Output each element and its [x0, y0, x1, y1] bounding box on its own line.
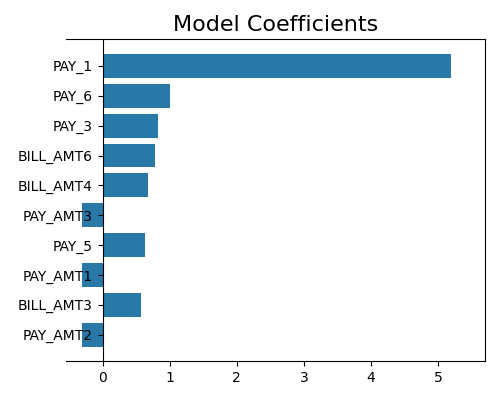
Bar	[82, 323, 102, 347]
Bar	[102, 293, 142, 317]
Bar	[102, 174, 148, 197]
Bar	[82, 203, 102, 227]
Bar	[102, 114, 158, 138]
Bar	[102, 144, 155, 168]
Bar	[102, 54, 452, 78]
Bar	[82, 263, 102, 287]
Bar	[102, 233, 145, 257]
Bar	[102, 84, 170, 108]
Title: Model Coefficients: Model Coefficients	[172, 15, 378, 35]
